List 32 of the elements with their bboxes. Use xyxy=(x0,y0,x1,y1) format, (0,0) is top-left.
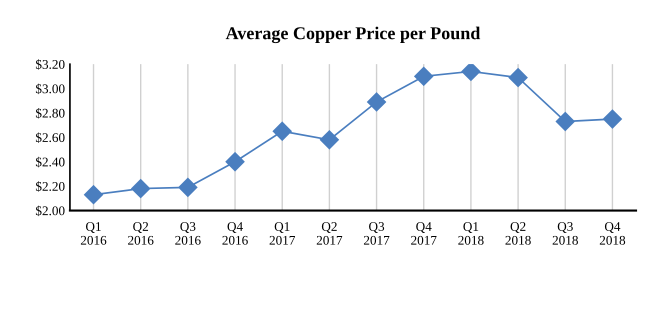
point xyxy=(178,178,198,197)
x-tick-label: Q2 2016 xyxy=(128,222,154,245)
x-tick-label: Q1 2016 xyxy=(80,222,106,245)
y-tick-label: $2.40 xyxy=(36,156,65,168)
point xyxy=(414,66,434,86)
y-tick-label: $3.00 xyxy=(36,84,65,94)
x-tick-label: Q2 2018 xyxy=(505,222,531,245)
y-tick-label: $2.20 xyxy=(36,181,65,192)
point xyxy=(272,122,292,141)
point xyxy=(461,64,480,82)
y-tick-label: $2.60 xyxy=(36,132,65,143)
y-tick-label: $2.80 xyxy=(36,108,65,119)
x-tick-label: Q3 2017 xyxy=(364,222,390,245)
point xyxy=(226,152,245,172)
y-tick-label: $2.00 xyxy=(36,206,65,216)
x-tick-label: Q3 2016 xyxy=(175,222,201,245)
x-tick-label: Q1 2017 xyxy=(270,222,296,245)
point xyxy=(556,112,575,132)
x-tick-label: Q1 2018 xyxy=(458,222,484,245)
x-tick-label: Q4 2017 xyxy=(411,222,437,245)
chart-title: Average Copper Price per Pound xyxy=(226,26,480,44)
point xyxy=(131,179,150,198)
x-tick-label: Q4 2016 xyxy=(222,222,248,245)
x-tick-label: Q4 2018 xyxy=(600,222,626,245)
x-tick-label: Q2 2017 xyxy=(316,222,342,245)
point xyxy=(602,110,622,129)
y-tick-label: $3.20 xyxy=(36,59,65,70)
point xyxy=(508,68,528,88)
point xyxy=(367,92,386,112)
x-tick-label: Q3 2018 xyxy=(552,222,578,245)
point xyxy=(84,185,104,204)
point xyxy=(320,130,339,150)
